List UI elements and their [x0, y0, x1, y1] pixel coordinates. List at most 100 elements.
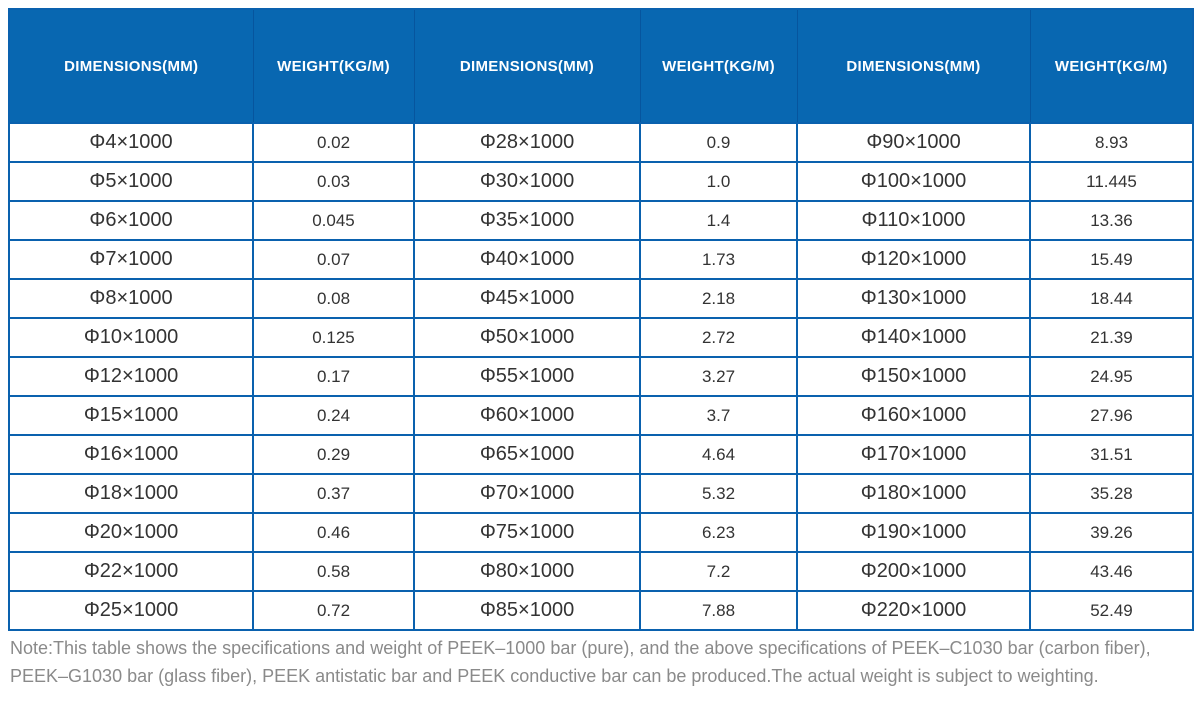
column-header-weight: WEIGHT(KG/M) [640, 9, 798, 124]
dimension-cell: Φ16×1000 [8, 434, 254, 475]
dimension-cell: Φ25×1000 [8, 590, 254, 631]
weight-cell: 0.24 [252, 395, 415, 436]
weight-cell: 7.88 [639, 590, 798, 631]
table-row: Φ12×1000 0.17 Φ55×1000 3.27 Φ150×1000 24.95 [8, 356, 1194, 397]
weight-cell: 11.445 [1029, 161, 1194, 202]
table-row: Φ8×1000 0.08 Φ45×1000 2.18 Φ130×1000 18.44 [8, 278, 1194, 319]
dimension-cell: Φ220×1000 [796, 590, 1031, 631]
dimension-cell: Φ170×1000 [796, 434, 1031, 475]
column-header-dimensions: DIMENSIONS(MM) [9, 9, 254, 124]
weight-cell: 0.46 [252, 512, 415, 553]
weight-cell: 4.64 [639, 434, 798, 475]
weight-cell: 1.0 [639, 161, 798, 202]
dimension-cell: Φ180×1000 [796, 473, 1031, 514]
dimension-cell: Φ30×1000 [413, 161, 641, 202]
table-row: Φ16×1000 0.29 Φ65×1000 4.64 Φ170×1000 31.51 [8, 434, 1194, 475]
weight-cell: 0.045 [252, 200, 415, 241]
dimension-cell: Φ28×1000 [413, 122, 641, 163]
weight-cell: 0.72 [252, 590, 415, 631]
weight-cell: 31.51 [1029, 434, 1194, 475]
dimension-cell: Φ85×1000 [413, 590, 641, 631]
table-note: Note:This table shows the specifications… [10, 638, 1151, 686]
table-row: Φ15×1000 0.24 Φ60×1000 3.7 Φ160×1000 27.96 [8, 395, 1194, 436]
dimension-cell: Φ8×1000 [8, 278, 254, 319]
weight-cell: 2.18 [639, 278, 798, 319]
weight-cell: 3.27 [639, 356, 798, 397]
weight-cell: 0.07 [252, 239, 415, 280]
column-header-dimensions: DIMENSIONS(MM) [414, 9, 641, 124]
weight-cell: 0.9 [639, 122, 798, 163]
column-header-weight: WEIGHT(KG/M) [1030, 9, 1193, 124]
weight-cell: 0.29 [252, 434, 415, 475]
weight-cell: 3.7 [639, 395, 798, 436]
weight-cell: 35.28 [1029, 473, 1194, 514]
column-header-weight: WEIGHT(KG/M) [253, 9, 415, 124]
table-row: Φ20×1000 0.46 Φ75×1000 6.23 Φ190×1000 39.26 [8, 512, 1194, 553]
weight-cell: 43.46 [1029, 551, 1194, 592]
weight-cell: 27.96 [1029, 395, 1194, 436]
dimension-cell: Φ160×1000 [796, 395, 1031, 436]
weight-cell: 39.26 [1029, 512, 1194, 553]
weight-cell: 7.2 [639, 551, 798, 592]
weight-cell: 0.03 [252, 161, 415, 202]
weight-cell: 15.49 [1029, 239, 1194, 280]
dimension-cell: Φ18×1000 [8, 473, 254, 514]
weight-cell: 0.17 [252, 356, 415, 397]
dimension-cell: Φ80×1000 [413, 551, 641, 592]
table-row: Φ6×1000 0.045 Φ35×1000 1.4 Φ110×1000 13.36 [8, 200, 1194, 241]
dimension-cell: Φ140×1000 [796, 317, 1031, 358]
header-row: DIMENSIONS(MM) WEIGHT(KG/M) DIMENSIONS(MM)… [9, 9, 1193, 124]
dimension-cell: Φ20×1000 [8, 512, 254, 553]
dimension-cell: Φ65×1000 [413, 434, 641, 475]
dimension-cell: Φ15×1000 [8, 395, 254, 436]
weight-cell: 0.02 [252, 122, 415, 163]
table-header: DIMENSIONS(MM) WEIGHT(KG/M) DIMENSIONS(MM)… [9, 9, 1193, 124]
table-row: Φ10×1000 0.125 Φ50×1000 2.72 Φ140×1000 21.39 [8, 317, 1194, 358]
dimension-cell: Φ35×1000 [413, 200, 641, 241]
table-row: Φ7×1000 0.07 Φ40×1000 1.73 Φ120×1000 15.49 [8, 239, 1194, 280]
dimension-cell: Φ60×1000 [413, 395, 641, 436]
dimension-cell: Φ10×1000 [8, 317, 254, 358]
table-row: Φ5×1000 0.03 Φ30×1000 1.0 Φ100×1000 11.445 [8, 161, 1194, 202]
dimension-cell: Φ70×1000 [413, 473, 641, 514]
dimension-cell: Φ120×1000 [796, 239, 1031, 280]
table-row: Φ22×1000 0.58 Φ80×1000 7.2 Φ200×1000 43.46 [8, 551, 1194, 592]
dimension-cell: Φ130×1000 [796, 278, 1031, 319]
dimension-cell: Φ50×1000 [413, 317, 641, 358]
table-body: Φ4×1000 0.02 Φ28×1000 0.9 Φ90×1000 8.93 Φ5×100… [8, 122, 1194, 631]
weight-cell: 8.93 [1029, 122, 1194, 163]
dimension-cell: Φ4×1000 [8, 122, 254, 163]
weight-cell: 18.44 [1029, 278, 1194, 319]
dimension-cell: Φ100×1000 [796, 161, 1031, 202]
weight-cell: 2.72 [639, 317, 798, 358]
dimension-cell: Φ40×1000 [413, 239, 641, 280]
dimension-cell: Φ22×1000 [8, 551, 254, 592]
table-row: Φ25×1000 0.72 Φ85×1000 7.88 Φ220×1000 52.49 [8, 590, 1194, 631]
weight-cell: 0.37 [252, 473, 415, 514]
weight-cell: 0.08 [252, 278, 415, 319]
weight-cell: 21.39 [1029, 317, 1194, 358]
weight-cell: 6.23 [639, 512, 798, 553]
weight-cell: 5.32 [639, 473, 798, 514]
dimension-cell: Φ200×1000 [796, 551, 1031, 592]
dimension-cell: Φ75×1000 [413, 512, 641, 553]
table-row: Φ18×1000 0.37 Φ70×1000 5.32 Φ180×1000 35.28 [8, 473, 1194, 514]
dimension-cell: Φ55×1000 [413, 356, 641, 397]
dimension-cell: Φ110×1000 [796, 200, 1031, 241]
weight-cell: 0.125 [252, 317, 415, 358]
dimension-cell: Φ190×1000 [796, 512, 1031, 553]
column-header-dimensions: DIMENSIONS(MM) [797, 9, 1031, 124]
dimension-cell: Φ5×1000 [8, 161, 254, 202]
dimension-cell: Φ90×1000 [796, 122, 1031, 163]
dimension-cell: Φ12×1000 [8, 356, 254, 397]
table-row: Φ4×1000 0.02 Φ28×1000 0.9 Φ90×1000 8.93 [8, 122, 1194, 163]
weight-cell: 13.36 [1029, 200, 1194, 241]
weight-cell: 1.4 [639, 200, 798, 241]
dimension-cell: Φ7×1000 [8, 239, 254, 280]
weight-cell: 1.73 [639, 239, 798, 280]
dimension-cell: Φ45×1000 [413, 278, 641, 319]
dimension-cell: Φ150×1000 [796, 356, 1031, 397]
weight-cell: 0.58 [252, 551, 415, 592]
weight-cell: 52.49 [1029, 590, 1194, 631]
